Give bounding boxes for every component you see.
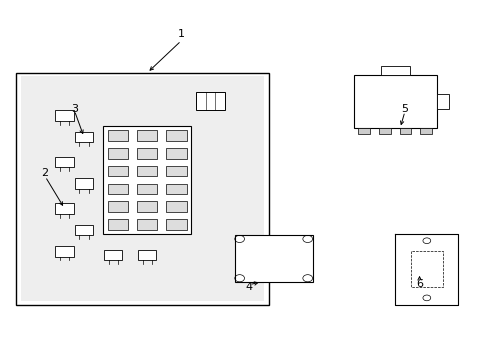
Bar xyxy=(137,166,157,176)
Bar xyxy=(378,128,390,134)
Bar xyxy=(55,157,74,167)
Text: 3: 3 xyxy=(71,104,78,113)
Bar xyxy=(55,203,74,214)
Bar xyxy=(166,130,186,141)
Bar xyxy=(75,178,93,189)
Bar xyxy=(21,76,264,301)
Bar xyxy=(108,202,128,212)
Text: 4: 4 xyxy=(245,282,252,292)
Bar xyxy=(166,202,186,212)
Bar xyxy=(137,148,157,158)
Text: 1: 1 xyxy=(178,28,184,39)
Bar xyxy=(166,219,186,230)
Bar xyxy=(55,111,74,121)
Bar xyxy=(399,128,410,134)
Bar xyxy=(166,148,186,158)
Bar xyxy=(103,126,191,234)
Bar xyxy=(108,219,128,230)
Bar xyxy=(380,66,409,75)
Bar xyxy=(108,148,128,158)
Bar xyxy=(166,184,186,194)
Text: 6: 6 xyxy=(415,279,422,289)
Bar xyxy=(137,202,157,212)
Bar xyxy=(55,246,74,257)
Bar xyxy=(420,128,431,134)
Bar xyxy=(138,249,156,260)
Bar xyxy=(108,130,128,141)
Bar xyxy=(16,73,268,305)
Bar xyxy=(196,93,224,111)
Bar xyxy=(358,128,369,134)
Bar xyxy=(108,184,128,194)
Bar xyxy=(137,130,157,141)
Bar xyxy=(166,166,186,176)
Bar xyxy=(137,219,157,230)
Bar xyxy=(234,235,312,282)
Bar xyxy=(108,166,128,176)
Bar xyxy=(75,225,93,235)
Text: 5: 5 xyxy=(401,104,407,113)
Bar xyxy=(75,132,93,143)
Bar xyxy=(436,94,448,109)
Bar xyxy=(137,184,157,194)
Text: 2: 2 xyxy=(41,168,49,178)
Bar xyxy=(104,249,122,260)
Bar xyxy=(353,75,436,128)
